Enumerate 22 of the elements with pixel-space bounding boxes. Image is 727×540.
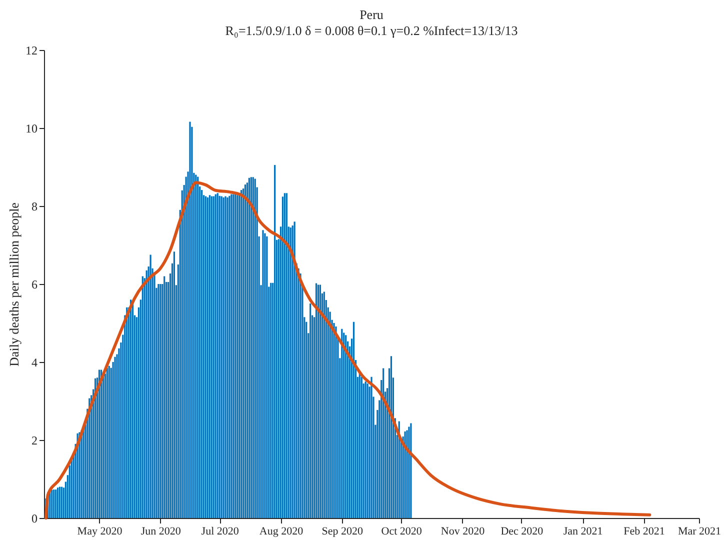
x-tick-label: Jan 2021 [563, 526, 603, 538]
y-tick-label: 8 [32, 200, 38, 214]
y-tick-label: 4 [32, 356, 38, 370]
y-tick-label: 0 [32, 512, 38, 526]
x-tick-label: Nov 2020 [440, 526, 486, 538]
x-tick-label: Jul 2020 [201, 526, 240, 538]
x-tick-label: Feb 2021 [624, 526, 665, 538]
line-series [44, 181, 652, 520]
x-tick-label: May 2020 [77, 526, 123, 538]
x-tick-label: Oct 2020 [381, 526, 422, 538]
y-tick-label: 12 [26, 44, 38, 58]
x-tick-label: Dec 2020 [500, 526, 544, 538]
y-tick-label: 2 [32, 434, 38, 448]
chart-title: Peru [360, 7, 384, 22]
x-tick-label: Mar 2021 [678, 526, 722, 538]
y-axis-title: Daily deaths per million people [6, 202, 22, 366]
y-tick-label: 10 [26, 122, 38, 136]
x-tick-label: Aug 2020 [259, 526, 304, 538]
chart-subtitle: R₀=1.5/0.9/1.0 δ = 0.008 θ=0.1 γ=0.2 %Infect=13/13/13 [225, 23, 518, 38]
x-tick-label: Jun 2020 [140, 526, 182, 538]
y-tick-label: 6 [32, 278, 38, 292]
x-tick-label: Sep 2020 [322, 526, 364, 538]
